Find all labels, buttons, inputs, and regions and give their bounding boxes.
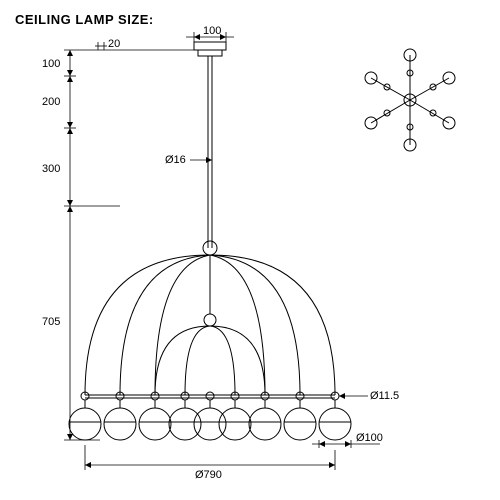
dim-h2: 200 — [42, 96, 60, 108]
rod: Ø16 — [165, 56, 212, 248]
left-dim-chain: 100 200 300 705 — [42, 50, 200, 440]
top-view — [365, 49, 455, 151]
svg-text:20: 20 — [108, 38, 120, 50]
dim-bulb-dia: Ø100 — [356, 432, 383, 444]
small-twenty: 20 — [95, 38, 120, 50]
dim-top-width: 100 — [203, 25, 221, 37]
dome-cage: Ø11.5 — [81, 241, 399, 402]
dim-rod-dia: Ø16 — [165, 154, 186, 166]
dim-h1: 100 — [42, 58, 60, 70]
dim-node-dia: Ø11.5 — [370, 390, 399, 402]
bulbs — [69, 400, 351, 440]
overall-dim: Ø790 — [85, 445, 335, 481]
dim-h3: 300 — [42, 163, 60, 175]
dim-h4: 705 — [42, 316, 60, 328]
canopy: 100 — [186, 25, 234, 56]
dim-total-dia: Ø790 — [195, 469, 222, 481]
lamp-diagram: 100 20 Ø16 100 200 300 705 — [0, 0, 500, 500]
